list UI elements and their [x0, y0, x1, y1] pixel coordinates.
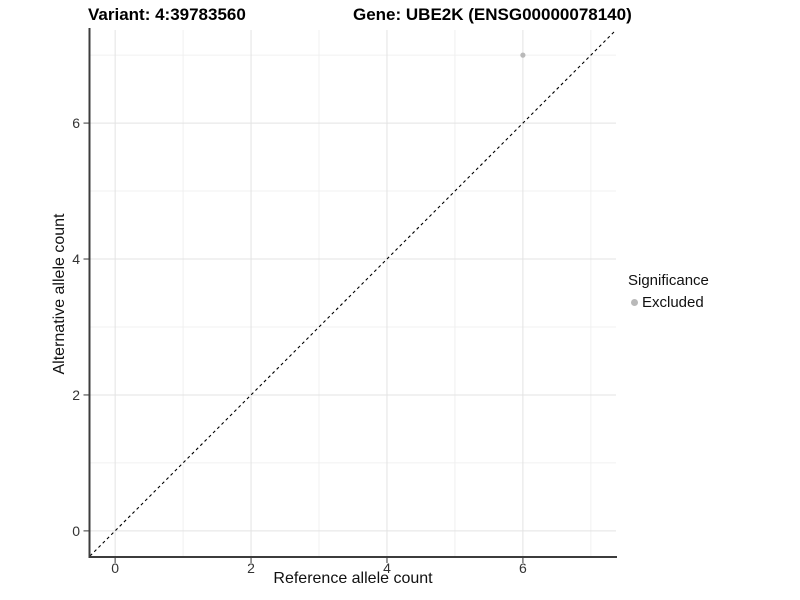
svg-text:2: 2	[247, 560, 255, 576]
x-tick-labels: 0 2 4 6	[111, 560, 527, 576]
gene-title: Gene: UBE2K (ENSG00000078140)	[353, 5, 632, 24]
y-axis-title: Alternative allele count	[51, 213, 68, 375]
svg-text:4: 4	[383, 560, 391, 576]
svg-text:6: 6	[519, 560, 527, 576]
svg-text:6: 6	[72, 115, 80, 131]
legend-title: Significance	[628, 272, 709, 289]
axis-lines	[88, 28, 617, 558]
excluded-point-icon	[631, 299, 638, 306]
legend-entry-excluded: Excluded	[628, 293, 709, 312]
data-point-excluded	[520, 52, 526, 58]
y-tick-labels: 0 2 4 6	[72, 115, 80, 539]
grid-minor	[90, 30, 616, 556]
variant-title: Variant: 4:39783560	[88, 5, 246, 24]
legend-entry-label: Excluded	[642, 294, 704, 311]
identity-line	[89, 29, 617, 557]
svg-text:2: 2	[72, 387, 80, 403]
grid-major	[90, 30, 616, 556]
x-axis-title: Reference allele count	[273, 570, 433, 587]
data-points	[520, 52, 526, 58]
axis-ticks	[83, 122, 524, 563]
legend: Significance Excluded	[628, 271, 709, 312]
svg-text:0: 0	[111, 560, 119, 576]
svg-text:0: 0	[72, 523, 80, 539]
svg-text:4: 4	[72, 251, 80, 267]
